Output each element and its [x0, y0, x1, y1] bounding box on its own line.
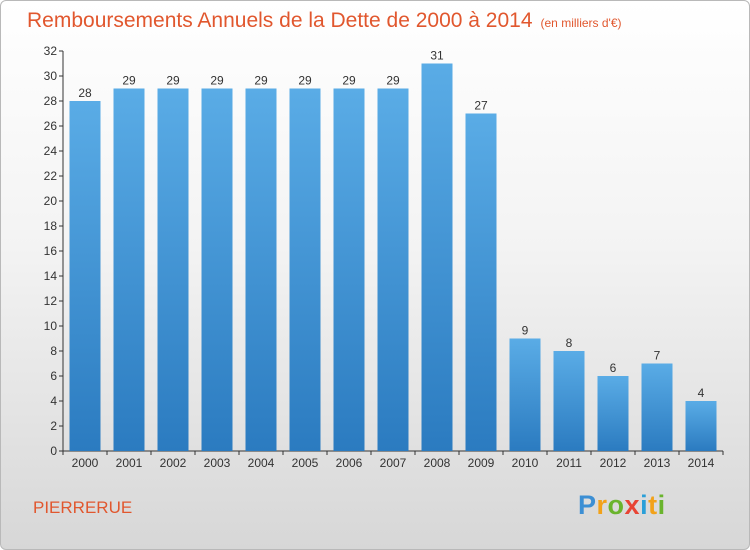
- y-tick-label: 0: [50, 444, 57, 458]
- x-axis: 2000 2001 2002 2003 2004 2005 2006 2007 2008 2009…: [62, 450, 724, 470]
- x-tick-label: 2010: [512, 456, 539, 470]
- chart-title-text: Remboursements Annuels de la Dette de 20…: [27, 9, 533, 32]
- x-tick-label: 2011: [556, 456, 582, 470]
- y-tick-label: 26: [44, 119, 58, 133]
- x-tick-label: 2009: [468, 456, 495, 470]
- logo-letter: i: [640, 490, 649, 520]
- y-tick-label: 14: [44, 269, 58, 283]
- y-tick-label: 12: [44, 294, 58, 308]
- y-tick-label: 8: [50, 344, 57, 358]
- x-tick-label: 2000: [72, 456, 99, 470]
- proxiti-logo[interactable]: Proxiti: [578, 490, 666, 521]
- bar: [641, 363, 673, 451]
- bar: [113, 88, 145, 451]
- x-tick-label: 2007: [380, 456, 407, 470]
- data-label: 6: [610, 361, 617, 375]
- y-tick-label: 20: [44, 194, 58, 208]
- data-label: 29: [166, 74, 180, 88]
- y-tick-label: 32: [44, 44, 58, 58]
- data-label: 4: [698, 386, 705, 400]
- x-tick-label: 2014: [688, 456, 715, 470]
- y-tick-label: 22: [44, 169, 58, 183]
- x-tick-label: 2012: [600, 456, 627, 470]
- data-label: 31: [430, 49, 444, 63]
- bar: [685, 401, 717, 451]
- bar: [69, 101, 101, 451]
- data-label: 29: [122, 74, 136, 88]
- y-tick-label: 2: [50, 419, 57, 433]
- x-tick-label: 2006: [336, 456, 363, 470]
- logo-letter: P: [578, 490, 597, 520]
- bar: [553, 351, 585, 451]
- y-tick-label: 30: [44, 69, 58, 83]
- bar: [201, 88, 233, 451]
- x-tick-label: 2005: [292, 456, 319, 470]
- bar: [377, 88, 409, 451]
- x-tick-label: 2004: [248, 456, 275, 470]
- y-tick-label: 24: [44, 144, 58, 158]
- y-tick-label: 18: [44, 219, 58, 233]
- x-tick-label: 2003: [204, 456, 231, 470]
- bar: [465, 113, 497, 451]
- logo-letter: r: [596, 490, 608, 520]
- data-label: 29: [210, 74, 224, 88]
- bar: [421, 63, 453, 451]
- chart-unit: (en milliers d'€): [540, 16, 622, 30]
- bar: [597, 376, 629, 451]
- y-tick-label: 28: [44, 94, 58, 108]
- bars: 28 29 29 29 29 29 29 29 31 27 9 8 6 7 4: [69, 49, 717, 451]
- data-label: 29: [298, 74, 312, 88]
- logo-letter: i: [657, 490, 666, 520]
- bar: [509, 338, 541, 451]
- data-label: 29: [254, 74, 268, 88]
- data-label: 27: [474, 99, 488, 113]
- logo-letter: o: [607, 490, 625, 520]
- logo-letter: t: [648, 490, 658, 520]
- y-tick-label: 10: [44, 319, 58, 333]
- data-label: 8: [566, 336, 573, 350]
- bar: [245, 88, 277, 451]
- x-tick-label: 2001: [116, 456, 143, 470]
- y-tick-label: 6: [50, 369, 57, 383]
- logo-letter: x: [624, 490, 641, 520]
- chart-title: Remboursements Annuels de la Dette de 20…: [27, 9, 622, 33]
- y-tick-label: 4: [50, 394, 57, 408]
- y-tick-label: 16: [44, 244, 58, 258]
- x-tick-label: 2013: [644, 456, 671, 470]
- x-tick-label: 2008: [424, 456, 451, 470]
- x-tick-label: 2002: [160, 456, 187, 470]
- data-label: 28: [78, 86, 92, 100]
- bar: [333, 88, 365, 451]
- data-label: 29: [386, 74, 400, 88]
- data-label: 29: [342, 74, 356, 88]
- data-label: 7: [654, 349, 661, 363]
- bar: [157, 88, 189, 451]
- data-label: 9: [522, 324, 529, 338]
- bar: [289, 88, 321, 451]
- commune-name: PIERRERUE: [33, 498, 133, 517]
